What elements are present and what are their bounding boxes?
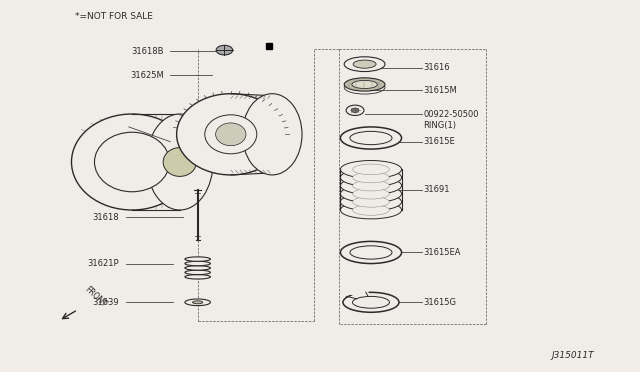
Ellipse shape: [147, 114, 213, 210]
Ellipse shape: [353, 205, 389, 215]
Ellipse shape: [353, 164, 389, 175]
Ellipse shape: [344, 81, 385, 94]
Ellipse shape: [353, 196, 389, 207]
Ellipse shape: [185, 270, 211, 275]
Ellipse shape: [350, 131, 392, 145]
Text: 31615E: 31615E: [423, 137, 455, 146]
Text: 00922-50500: 00922-50500: [423, 109, 479, 119]
Ellipse shape: [353, 189, 389, 199]
Ellipse shape: [193, 301, 203, 304]
Ellipse shape: [350, 246, 392, 259]
Ellipse shape: [72, 114, 193, 210]
Ellipse shape: [340, 127, 401, 149]
Text: J315011T: J315011T: [552, 351, 594, 360]
Wedge shape: [346, 285, 368, 297]
Ellipse shape: [177, 94, 285, 175]
Ellipse shape: [344, 78, 385, 91]
Text: 31615EA: 31615EA: [423, 248, 461, 257]
Text: RING(1): RING(1): [423, 121, 456, 129]
Ellipse shape: [95, 132, 170, 192]
Ellipse shape: [185, 266, 211, 270]
Text: 31618B: 31618B: [131, 47, 164, 56]
Ellipse shape: [353, 60, 376, 68]
Text: 31615G: 31615G: [423, 298, 456, 307]
Ellipse shape: [340, 201, 401, 219]
Text: 31615M: 31615M: [423, 86, 457, 94]
Text: 31639: 31639: [93, 298, 119, 307]
Ellipse shape: [340, 161, 401, 178]
Ellipse shape: [340, 169, 401, 186]
Ellipse shape: [353, 172, 389, 183]
Ellipse shape: [205, 115, 257, 154]
Ellipse shape: [340, 185, 401, 203]
Ellipse shape: [353, 296, 390, 308]
Ellipse shape: [344, 57, 385, 71]
Text: 31630: 31630: [96, 122, 122, 131]
Circle shape: [216, 45, 233, 55]
Ellipse shape: [185, 261, 211, 266]
Ellipse shape: [163, 148, 196, 176]
Circle shape: [351, 108, 359, 112]
Ellipse shape: [352, 80, 378, 89]
Text: 31618: 31618: [93, 213, 119, 222]
Text: 31621P: 31621P: [88, 259, 119, 268]
Ellipse shape: [185, 275, 211, 279]
Ellipse shape: [353, 180, 389, 191]
Text: 31616: 31616: [423, 63, 450, 72]
Ellipse shape: [340, 177, 401, 195]
Ellipse shape: [243, 94, 302, 175]
Ellipse shape: [185, 299, 211, 306]
Text: 31691: 31691: [423, 185, 450, 194]
Text: 31625M: 31625M: [130, 71, 164, 80]
Ellipse shape: [340, 193, 401, 211]
Ellipse shape: [343, 292, 399, 312]
Text: *=NOT FOR SALE: *=NOT FOR SALE: [75, 12, 152, 21]
Ellipse shape: [340, 241, 401, 263]
Ellipse shape: [185, 257, 211, 261]
Circle shape: [346, 105, 364, 115]
Text: FRONT: FRONT: [83, 285, 108, 309]
Ellipse shape: [216, 123, 246, 146]
